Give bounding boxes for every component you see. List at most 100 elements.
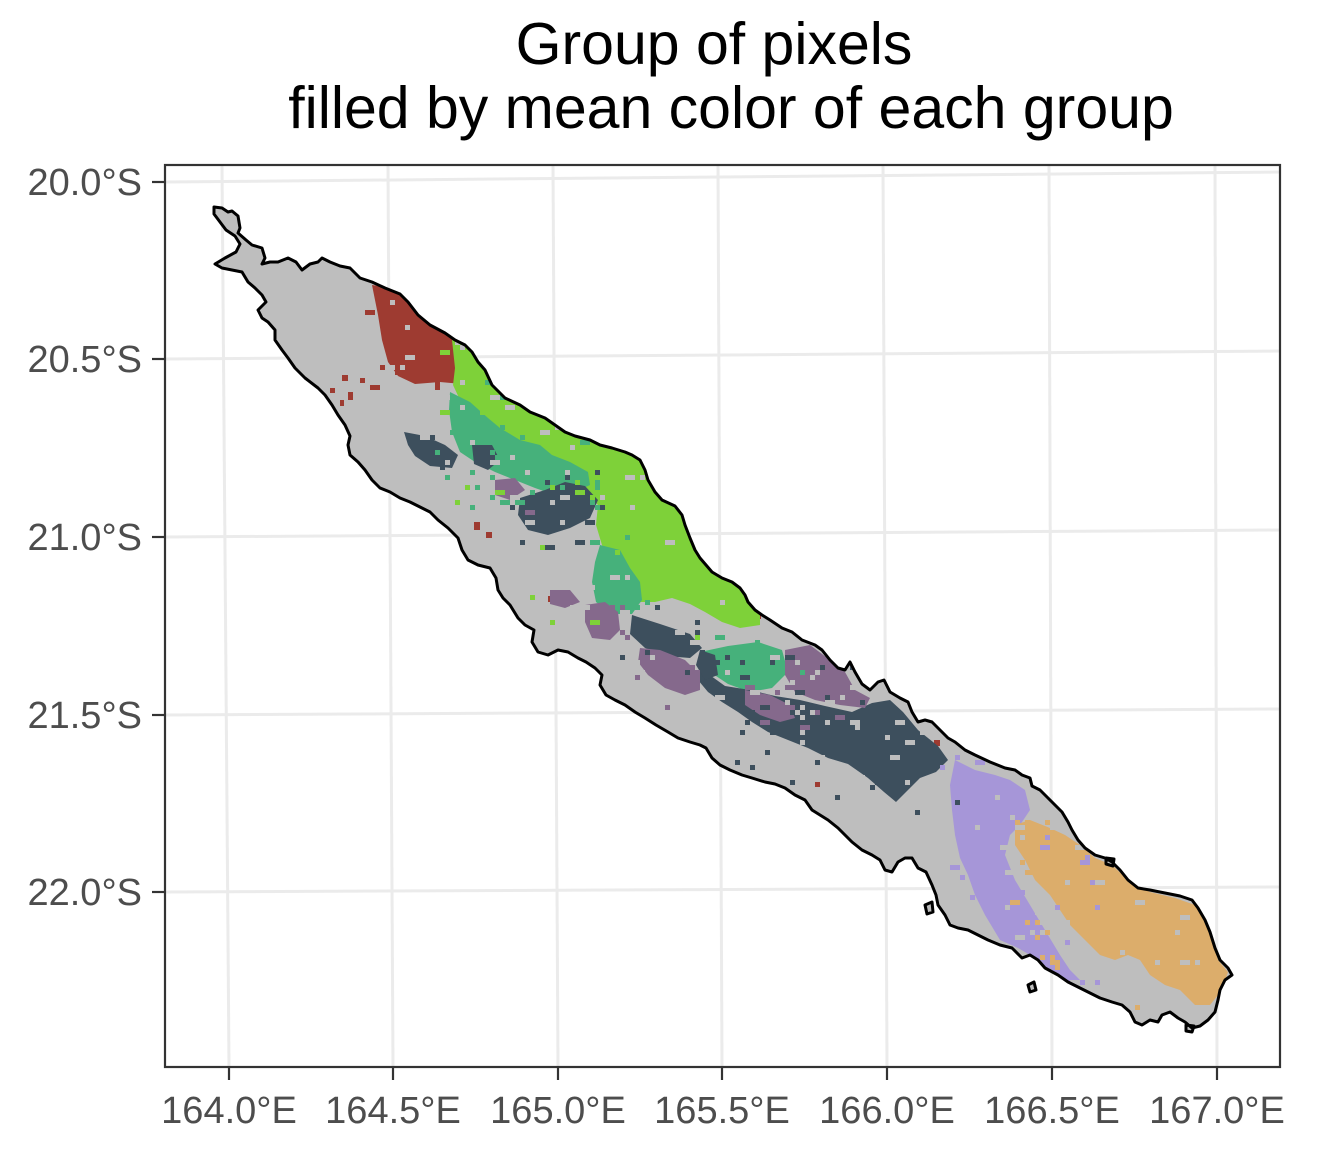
group-pixel	[690, 640, 700, 645]
group-pixel	[815, 670, 820, 675]
group-pixel	[550, 475, 555, 480]
group-pixel	[490, 395, 500, 400]
group-pixel	[890, 755, 900, 760]
group-pixel	[740, 730, 745, 735]
group-pixel	[575, 540, 585, 545]
group-pixel	[950, 890, 955, 895]
group-pixel	[495, 490, 505, 495]
group-pixel	[760, 705, 770, 710]
group-pixel	[665, 540, 675, 545]
group-pixel	[745, 685, 755, 690]
group-pixel	[775, 690, 780, 695]
group-pixel	[700, 650, 705, 655]
group-region-red	[340, 400, 344, 406]
group-pixel	[440, 395, 450, 400]
group-pixel	[470, 505, 475, 510]
group-pixel	[1040, 930, 1045, 935]
group-pixel	[610, 605, 615, 610]
group-pixel	[720, 640, 730, 645]
group-pixel	[795, 690, 805, 695]
group-pixel	[1040, 845, 1050, 850]
group-pixel	[1055, 965, 1060, 970]
group-pixel	[595, 480, 600, 485]
group-pixel	[1015, 905, 1020, 910]
group-pixel	[975, 825, 980, 830]
group-pixel	[785, 685, 795, 690]
group-pixel	[510, 495, 520, 500]
group-pixel	[410, 365, 415, 370]
group-pixel	[815, 710, 820, 715]
group-region-red	[330, 388, 335, 393]
x-tick-label: 167.0°E	[1149, 1090, 1285, 1132]
group-pixel	[495, 455, 505, 460]
group-region-red	[348, 392, 353, 400]
group-pixel	[450, 430, 455, 435]
group-pixel	[985, 860, 990, 865]
group-pixel	[1070, 980, 1080, 985]
group-pixel	[370, 385, 375, 390]
group-pixel	[550, 500, 555, 505]
group-pixel	[800, 740, 805, 745]
group-pixel	[1175, 930, 1180, 935]
group-region-teal	[449, 392, 590, 495]
group-pixel	[1050, 930, 1060, 935]
group-pixel	[510, 530, 520, 535]
group-pixel	[595, 505, 600, 510]
group-pixel	[600, 495, 605, 500]
group-pixel	[455, 470, 460, 475]
group-pixel	[550, 620, 555, 625]
group-pixel	[580, 440, 590, 445]
group-pixel	[1095, 980, 1100, 985]
group-pixel	[620, 630, 625, 635]
group-pixel	[735, 760, 740, 765]
group-pixel	[1120, 950, 1125, 955]
plot-title: Group of pixels filled by mean color of …	[288, 11, 1174, 141]
group-pixel	[540, 455, 545, 460]
group-pixel	[635, 605, 640, 610]
group-pixel	[625, 635, 630, 640]
group-pixel	[675, 630, 685, 635]
group-pixel	[385, 365, 395, 370]
group-pixel	[845, 745, 850, 750]
group-pixel	[860, 700, 865, 705]
x-tick-label: 164.0°E	[161, 1090, 297, 1132]
group-pixel	[1005, 880, 1015, 885]
group-pixel	[735, 720, 745, 725]
group-pixel	[1045, 960, 1050, 965]
group-pixel	[760, 695, 765, 700]
group-pixel	[1015, 890, 1025, 895]
group-pixel	[920, 730, 925, 735]
group-pixel	[1050, 955, 1055, 960]
group-pixel	[1095, 880, 1105, 885]
group-pixel	[1050, 960, 1060, 965]
group-pixel	[740, 675, 750, 680]
group-pixel	[525, 510, 530, 515]
group-pixel	[940, 805, 945, 810]
group-pixel	[960, 875, 965, 880]
gridline-lon-166-0	[881, 165, 889, 1067]
group-pixel	[915, 810, 920, 815]
group-pixel	[825, 680, 830, 685]
group-pixel	[1030, 930, 1035, 935]
group-pixel	[875, 780, 880, 785]
group-pixel	[390, 300, 395, 305]
group-pixel	[1020, 860, 1025, 865]
group-pixel	[590, 585, 595, 590]
group-pixel	[395, 370, 400, 375]
group-pixel	[1090, 880, 1095, 885]
group-pixel	[475, 485, 480, 490]
group-pixel	[570, 445, 575, 450]
group-pixel	[810, 675, 815, 680]
group-pixel	[675, 575, 680, 580]
group-pixel	[520, 435, 525, 440]
group-pixel	[820, 665, 825, 670]
group-pixel	[645, 650, 650, 655]
group-pixel	[700, 660, 710, 665]
group-pixel	[790, 710, 795, 715]
group-pixel	[810, 710, 815, 715]
group-pixel	[850, 685, 860, 690]
group-pixel	[695, 630, 700, 635]
group-pixel	[715, 635, 725, 640]
group-pixel	[695, 670, 700, 675]
